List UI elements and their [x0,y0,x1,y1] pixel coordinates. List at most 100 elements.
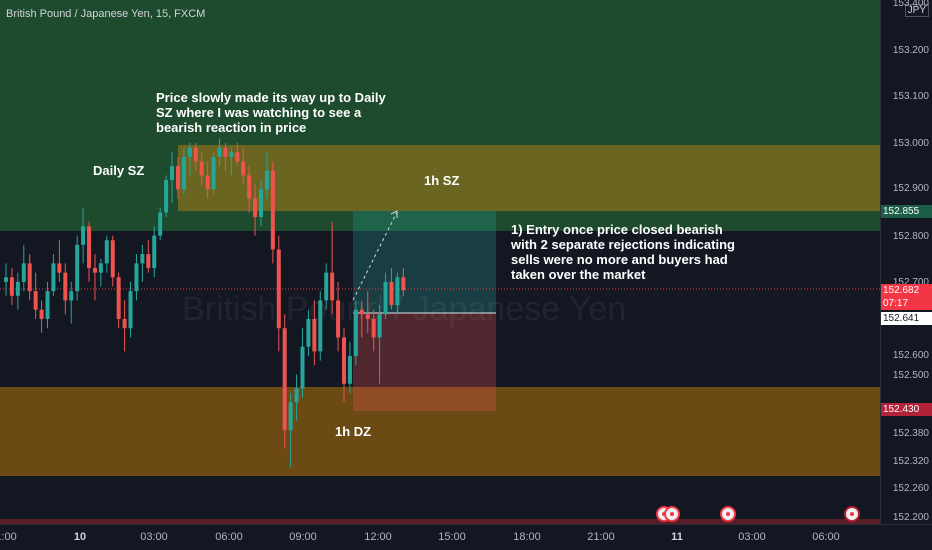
candle [75,235,80,301]
candle [241,147,246,185]
candle [110,235,115,287]
candle [116,272,121,329]
price-note[interactable]: Price slowly made its way up to Daily SZ… [156,90,386,135]
candle [98,258,103,287]
price-tick: 152.600 [892,350,929,361]
entry-note[interactable]: 1) Entry once price closed bearish with … [511,222,735,282]
candle [306,309,311,356]
candle [264,152,269,199]
candle [164,175,169,218]
candle [128,281,133,338]
price-tick: 153.200 [892,45,929,56]
candle [122,300,127,352]
candle [217,138,222,167]
candle [377,305,382,384]
currency-label[interactable]: JPY [904,4,929,17]
flag-icon[interactable] [844,506,860,522]
price-tick: 152.380 [892,428,929,439]
event-marker[interactable] [720,506,736,522]
one-hour-sz-label[interactable]: 1h SZ [424,173,460,188]
candle [371,309,376,352]
candle [15,272,20,310]
candle [253,184,258,236]
candle [389,268,394,310]
candle [187,143,192,176]
candle [383,272,388,319]
candle [247,166,252,213]
economic-event-strip [0,519,880,524]
candle [288,393,293,468]
candle [69,281,74,324]
price-axis[interactable]: JPY 153.400 153.200 153.100 153.000 152.900 1… [880,0,932,524]
price-tick: 152.200 [892,512,929,523]
time-tick: 06:00 [812,531,840,543]
candle [199,152,204,185]
candle [81,207,86,264]
candle [294,374,299,421]
candle [282,314,287,449]
daily-sz-label[interactable]: Daily SZ [93,163,145,178]
candle [87,221,92,282]
projection-arrowhead [390,210,398,218]
candle [401,268,406,296]
time-tick: 09:00 [289,531,317,543]
candle [229,147,234,176]
candle [21,244,26,292]
candle [39,300,44,333]
symbol-watermark: British Pound / Japanese Yen [182,290,627,328]
last-price-label: 152.682 [881,284,932,297]
candle [9,268,14,306]
candle [181,147,186,194]
countdown-label: 07:17 [881,297,932,310]
time-tick: 03:00 [140,531,168,543]
candle [312,300,317,366]
candle [270,161,275,264]
candle [395,272,400,315]
candle [158,207,163,241]
candle [193,143,198,171]
time-tick: 1:00 [0,531,17,543]
candle [92,254,97,301]
price-tick: 153.000 [892,138,929,149]
candle [318,291,323,361]
time-tick: 10 [73,531,87,543]
demand-zone[interactable] [0,387,880,476]
one-hour-supply-zone[interactable] [178,145,880,211]
price-tick: 152.700 [892,277,929,288]
one-hour-dz-label[interactable]: 1h DZ [335,424,372,439]
time-tick: 06:00 [215,531,243,543]
candle [235,143,240,167]
candle [140,244,145,282]
stop-loss-box[interactable] [353,313,496,411]
time-tick: 03:00 [738,531,766,543]
candle [347,342,352,394]
profit-target-box[interactable] [353,211,496,313]
candle [146,240,151,273]
target-price-label: 152.855 [881,205,932,218]
price-tick: 152.260 [892,483,929,494]
price-tick: 152.900 [892,183,929,194]
candle [258,180,263,227]
time-tick: 12:00 [364,531,392,543]
candle [276,235,281,352]
price-tick: 153.100 [892,91,929,102]
candle [211,152,216,194]
price-tick: 153.400 [892,0,929,9]
candlestick-series [0,138,880,468]
candle [45,281,50,329]
time-tick: 11 [671,531,683,543]
time-tick: 18:00 [513,531,541,543]
time-tick: 21:00 [587,531,615,543]
chart-pane[interactable]: British Pound / Japanese Yen, 15, FXCM B… [0,0,880,524]
price-tick: 152.320 [892,456,929,467]
candle [365,291,370,333]
symbol-title[interactable]: British Pound / Japanese Yen, 15, FXCM [6,8,206,20]
candle [342,328,347,403]
event-marker[interactable] [664,506,680,522]
candle [359,300,364,338]
candle [175,156,180,199]
time-axis[interactable]: 1:00 10 03:00 06:00 09:00 12:00 15:00 18:00 21:0… [0,524,932,550]
candle [104,235,109,273]
candle [336,281,341,352]
